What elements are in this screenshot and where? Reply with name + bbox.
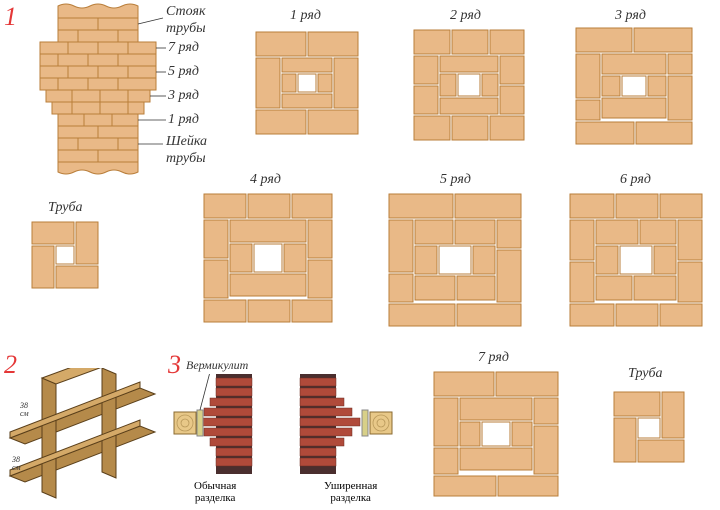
- row2-plan: [410, 26, 528, 144]
- svg-text:см: см: [12, 463, 21, 472]
- profile-row3-label: 3 ряд: [168, 88, 199, 105]
- row6-label: 6 ряд: [620, 172, 651, 189]
- profile-row7-label: 7 ряд: [168, 40, 199, 57]
- row1-plan: [252, 28, 362, 138]
- row4-plan: [200, 190, 336, 326]
- truba-plan-2: [610, 388, 688, 466]
- row5-plan: [385, 190, 525, 330]
- profile-bottom-label: Шейка трубы: [166, 134, 207, 168]
- row4-label: 4 ряд: [250, 172, 281, 189]
- razdelka-right-caption: Уширенная разделка: [324, 480, 377, 504]
- truba-plan-1: [30, 220, 100, 290]
- razdelka-left-caption: Обычная разделка: [194, 480, 236, 504]
- profile-row5-label: 5 ряд: [168, 64, 199, 81]
- row5-label: 5 ряд: [440, 172, 471, 189]
- row3-label: 3 ряд: [615, 8, 646, 25]
- profile-top-label: Стояк трубы: [166, 4, 206, 38]
- truba-label-2: Труба: [628, 366, 663, 383]
- chimney-profile: [28, 0, 168, 185]
- svg-text:см: см: [20, 409, 29, 418]
- row7-plan: [430, 368, 562, 500]
- row1-label: 1 ряд: [290, 8, 321, 25]
- profile-row1-label: 1 ряд: [168, 112, 199, 129]
- section-number-1: 1: [4, 2, 17, 32]
- row7-label: 7 ряд: [478, 350, 509, 367]
- row6-plan: [566, 190, 706, 330]
- razdelka-diagram: [170, 374, 400, 484]
- truba-label-1: Труба: [48, 200, 83, 217]
- beam-frame: 38 см 38 см: [0, 368, 165, 508]
- row2-label: 2 ряд: [450, 8, 481, 25]
- vermiculite-label: Вермикулит: [186, 358, 248, 372]
- row3-plan: [572, 24, 696, 148]
